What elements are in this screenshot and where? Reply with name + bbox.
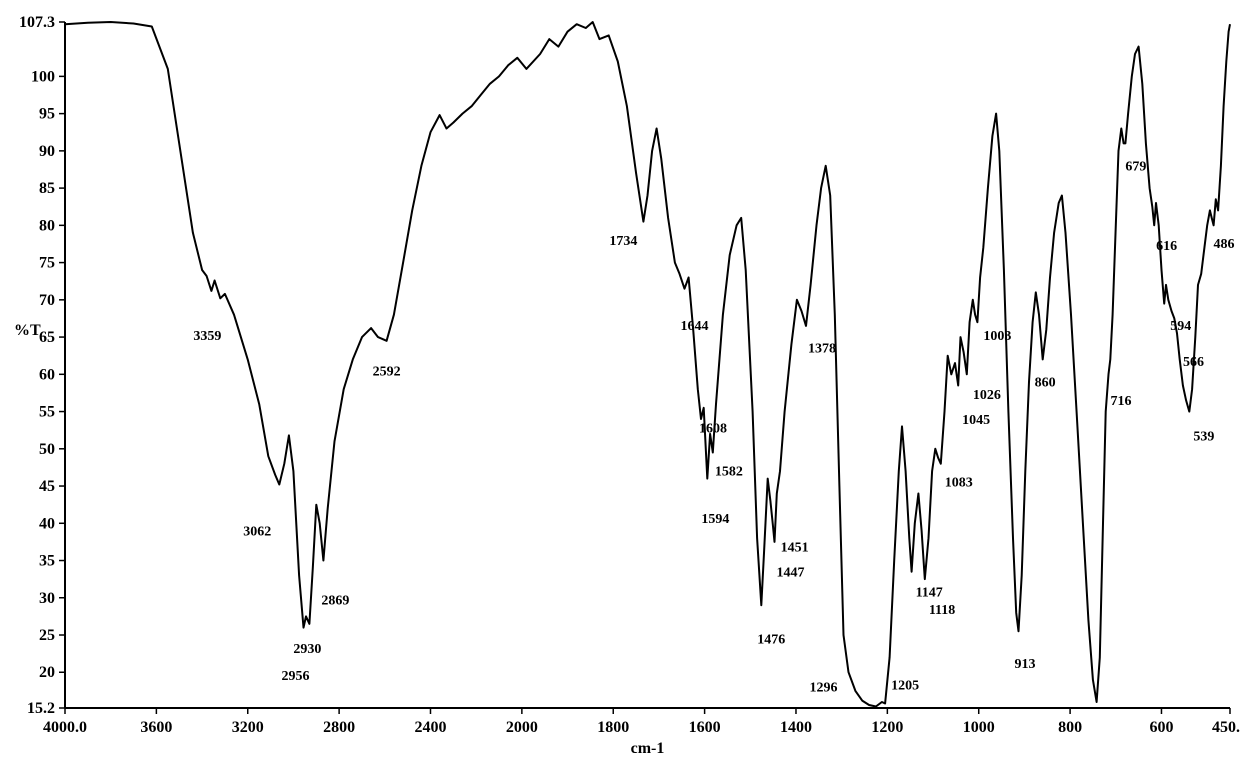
y-tick-label: 65 — [39, 329, 55, 346]
y-tick-label: 80 — [39, 217, 55, 234]
x-tick-label: 3200 — [232, 719, 264, 736]
y-tick-label: 25 — [39, 627, 55, 644]
peak-label: 1378 — [808, 342, 836, 357]
y-tick-label: 70 — [39, 292, 55, 309]
peak-label: 716 — [1110, 394, 1131, 409]
peak-label: 486 — [1214, 237, 1235, 252]
y-tick-label: 30 — [39, 590, 55, 607]
x-tick-label: 800 — [1058, 719, 1082, 736]
peak-label: 594 — [1170, 319, 1191, 334]
peak-label: 1644 — [681, 319, 709, 334]
peak-label: 2592 — [373, 364, 401, 379]
x-tick-label: 2000 — [506, 719, 538, 736]
x-tick-label: 1000 — [963, 719, 995, 736]
x-tick-label: 1200 — [871, 719, 903, 736]
peak-label: 1205 — [891, 679, 919, 694]
y-tick-label: 45 — [39, 478, 55, 495]
peak-label: 616 — [1156, 239, 1177, 254]
peak-label: 1608 — [699, 421, 727, 436]
peak-label: 566 — [1183, 355, 1204, 370]
y-tick-label: 15.2 — [27, 700, 55, 717]
y-tick-label: 95 — [39, 106, 55, 123]
y-tick-label: 60 — [39, 366, 55, 383]
peak-label: 913 — [1014, 657, 1035, 672]
x-tick-label: 2400 — [414, 719, 446, 736]
spectrum-trace — [65, 22, 1230, 707]
peak-label: 1582 — [715, 465, 743, 480]
x-tick-label: 2800 — [323, 719, 355, 736]
peak-label: 3359 — [193, 329, 221, 344]
y-axis-label: %T — [14, 322, 41, 339]
ir-spectrum-chart: 107.3 100 95 90 85 80 75 70 65 60 55 50 45 40 35 30 25 20… — [0, 0, 1240, 766]
peak-label: 1451 — [781, 541, 809, 556]
peak-label: 1118 — [929, 603, 955, 618]
peak-label: 2956 — [281, 669, 309, 684]
y-tick-label: 20 — [39, 664, 55, 681]
peak-label: 1447 — [777, 566, 805, 581]
peak-label: 2869 — [321, 593, 349, 608]
y-tick-label: 75 — [39, 255, 55, 272]
peak-label: 1734 — [609, 234, 637, 249]
y-tick-label: 35 — [39, 553, 55, 570]
y-tick-label: 100 — [31, 68, 55, 85]
peak-label: 679 — [1125, 159, 1146, 174]
peak-label: 860 — [1035, 375, 1056, 390]
x-tick-label: 4000.0 — [43, 719, 87, 736]
y-tick-label: 85 — [39, 180, 55, 197]
y-tick-label: 90 — [39, 143, 55, 160]
peak-label: 2930 — [293, 642, 321, 657]
y-tick-label: 40 — [39, 515, 55, 532]
peak-label: 539 — [1193, 429, 1214, 444]
x-tick-label: 1600 — [689, 719, 721, 736]
x-tick-label: 600 — [1149, 719, 1173, 736]
y-tick-label: 55 — [39, 404, 55, 421]
x-tick-label: 3600 — [140, 719, 172, 736]
x-tick-label: 1400 — [780, 719, 812, 736]
y-tick-label: 107.3 — [19, 14, 55, 31]
peak-label: 1476 — [757, 633, 785, 648]
chart-svg: 107.3 100 95 90 85 80 75 70 65 60 55 50 45 40 35 30 25 20… — [0, 0, 1240, 766]
peak-label: 1296 — [809, 681, 837, 696]
x-tick-label: 1800 — [597, 719, 629, 736]
peak-label: 1026 — [973, 388, 1001, 403]
peak-label: 1003 — [983, 329, 1011, 344]
peak-label: 1045 — [962, 413, 990, 428]
x-axis-label: cm-1 — [631, 740, 665, 757]
peak-label: 1147 — [916, 585, 943, 600]
y-tick-label: 50 — [39, 441, 55, 458]
peak-label: 1594 — [701, 512, 729, 527]
x-tick-label: 450.0 — [1212, 719, 1240, 736]
peak-label: 3062 — [243, 524, 271, 539]
peak-label: 1083 — [945, 476, 973, 491]
